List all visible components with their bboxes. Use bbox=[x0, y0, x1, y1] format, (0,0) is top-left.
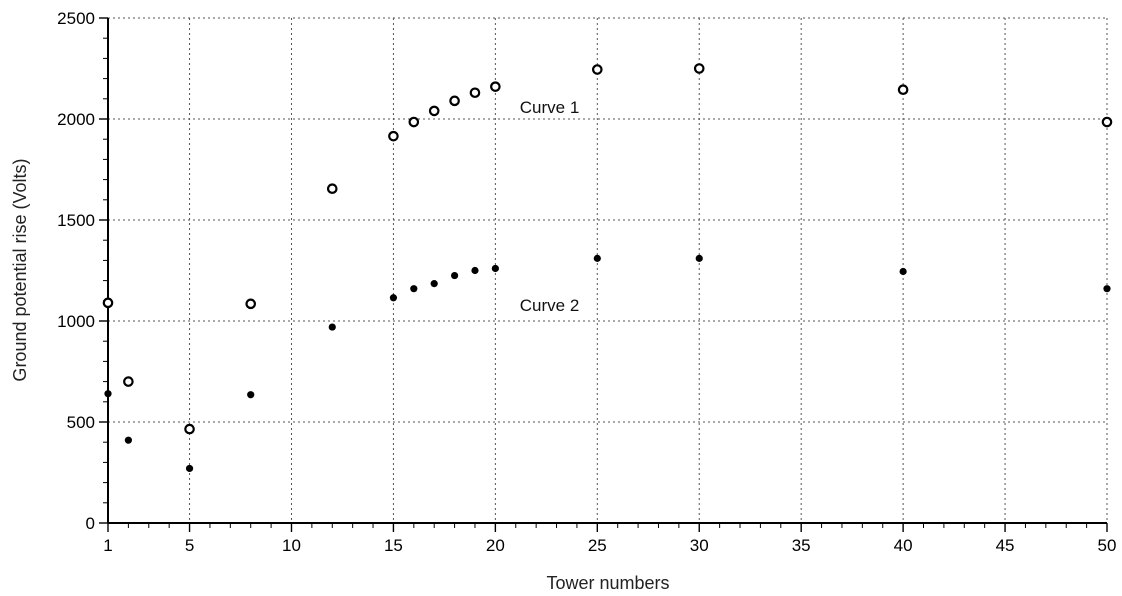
curve-1-point bbox=[326, 183, 338, 194]
y-tick-label: 2000 bbox=[57, 110, 95, 129]
x-tick-label: 35 bbox=[792, 536, 811, 555]
curve-2-point bbox=[1103, 285, 1111, 293]
curve-2-point bbox=[185, 464, 194, 473]
curve-1-point bbox=[184, 423, 195, 435]
axis-ticks bbox=[99, 17, 1108, 532]
curve-1-point bbox=[490, 81, 501, 92]
curve-1-point bbox=[469, 87, 481, 99]
curve-2-point bbox=[410, 285, 418, 293]
y-tick-label: 0 bbox=[86, 514, 95, 533]
y-tick-label: 1500 bbox=[57, 211, 95, 230]
curve-1-point bbox=[693, 63, 705, 74]
curve-2-point bbox=[104, 390, 112, 398]
y-tick-label: 1000 bbox=[57, 312, 95, 331]
grid-lines bbox=[108, 17, 1108, 523]
x-tick-label: 15 bbox=[384, 536, 403, 555]
curve-2-point bbox=[450, 271, 459, 280]
curve-annotation: Curve 2 bbox=[520, 296, 580, 315]
x-tick-label: 20 bbox=[486, 536, 505, 555]
y-tick-label: 2500 bbox=[57, 9, 95, 28]
x-tick-label: 45 bbox=[996, 536, 1015, 555]
curve-2-point bbox=[124, 436, 132, 444]
curve-2-point bbox=[899, 267, 907, 276]
curve-1-point bbox=[592, 64, 603, 75]
x-axis-title: Tower numbers bbox=[546, 573, 669, 593]
y-tick-label: 500 bbox=[67, 413, 95, 432]
curve-1-point bbox=[102, 297, 114, 309]
curve-1-point bbox=[428, 105, 440, 117]
x-tick-label: 1 bbox=[103, 536, 112, 555]
curve-1-point bbox=[123, 376, 134, 387]
curve-1-point bbox=[897, 84, 909, 96]
y-axis-title: Ground potential rise (Volts) bbox=[10, 158, 30, 381]
curve-1-point bbox=[388, 130, 399, 142]
curve-annotation: Curve 1 bbox=[520, 98, 580, 117]
axes bbox=[107, 18, 1107, 524]
curve-2-point bbox=[593, 254, 601, 262]
curve-1-point bbox=[245, 298, 257, 310]
x-tick-label: 25 bbox=[588, 536, 607, 555]
curve-2-point bbox=[471, 266, 479, 275]
x-tick-label: 40 bbox=[894, 536, 913, 555]
curve-2-point bbox=[430, 280, 438, 288]
curve-2-point bbox=[695, 254, 703, 262]
curve-2-point bbox=[247, 391, 255, 399]
curve-1-point bbox=[449, 95, 460, 107]
curve-2-point bbox=[491, 264, 499, 273]
x-tick-label: 30 bbox=[690, 536, 709, 555]
annotations: Curve 1 Curve 2 bbox=[520, 98, 580, 315]
curve-1-point bbox=[1101, 116, 1113, 128]
x-tick-label: 50 bbox=[1098, 536, 1117, 555]
data-points bbox=[102, 63, 1113, 473]
x-tick-label: 10 bbox=[282, 536, 301, 555]
x-tick-label: 5 bbox=[185, 536, 194, 555]
curve-1-point bbox=[408, 116, 420, 128]
curve-2-point bbox=[389, 294, 398, 302]
curve-2-point bbox=[328, 323, 336, 331]
